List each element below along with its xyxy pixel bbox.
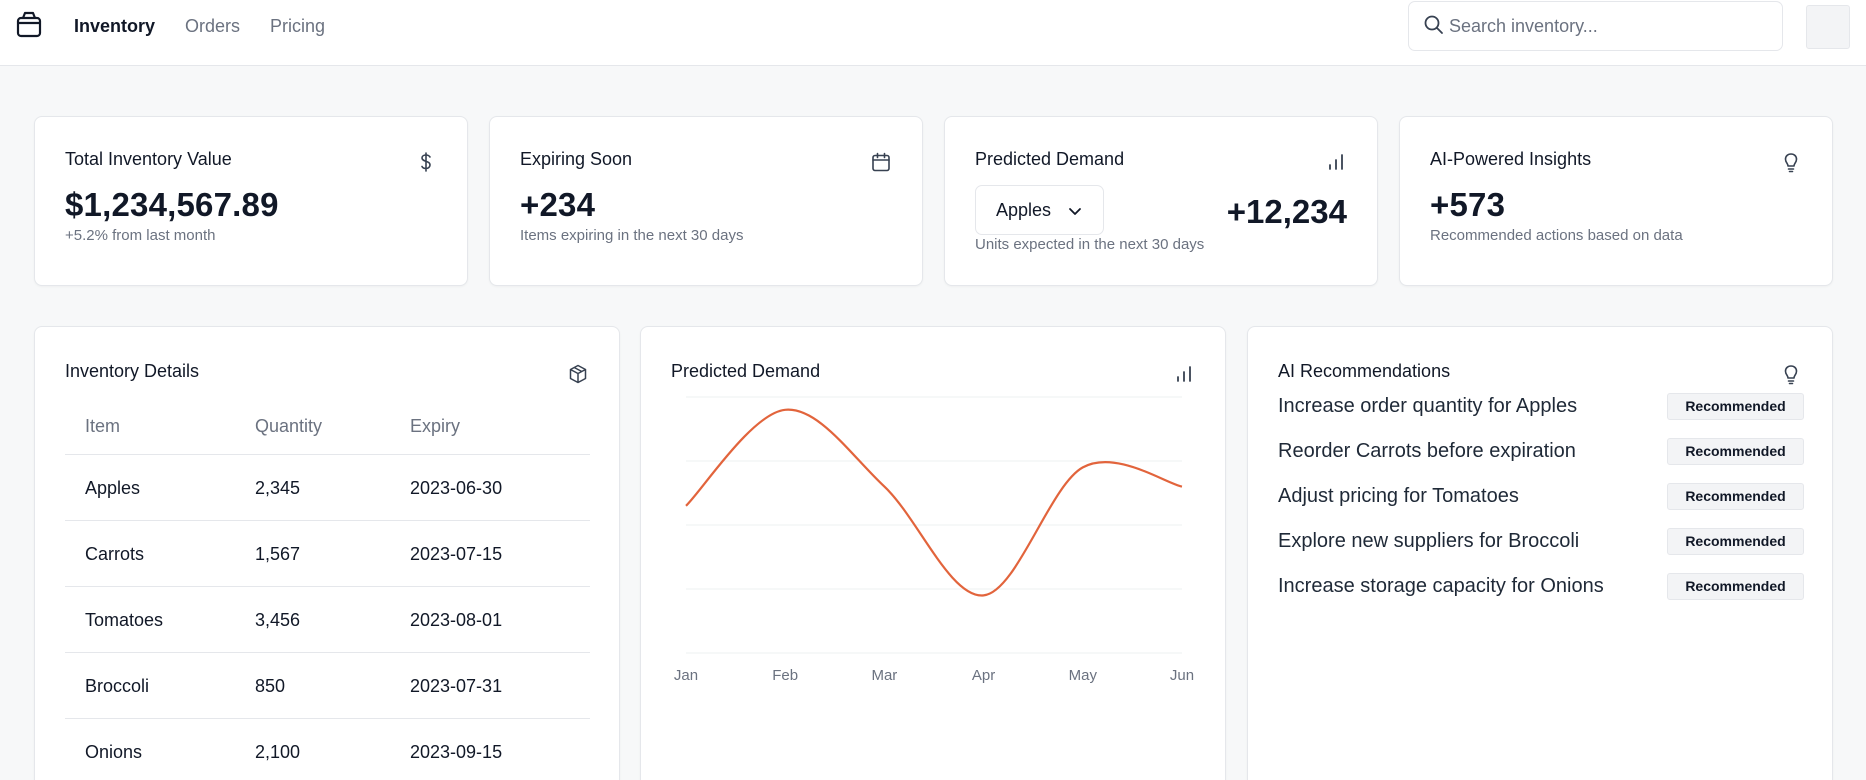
lightbulb-icon xyxy=(1784,365,1798,385)
table-row: Carrots 1,567 2023-07-15 xyxy=(65,521,590,587)
card-value: +234 xyxy=(520,186,596,223)
item-cell: Tomatoes xyxy=(85,610,164,630)
expiry-cell: 2023-07-31 xyxy=(410,676,503,696)
item-cell: Carrots xyxy=(85,544,145,564)
recommended-badge: Recommended xyxy=(1667,483,1804,510)
recommendation-text: Adjust pricing for Tomatoes xyxy=(1278,485,1519,507)
table-row: Tomatoes 3,456 2023-08-01 xyxy=(65,587,590,653)
x-tick-label: Jan xyxy=(674,667,698,684)
avatar[interactable] xyxy=(1806,5,1850,49)
recommended-badge: Recommended xyxy=(1667,438,1804,465)
calendar-icon xyxy=(872,152,890,172)
dollar-icon xyxy=(421,152,431,172)
card-title: AI-Powered Insights xyxy=(1430,149,1592,169)
card-value: $1,234,567.89 xyxy=(65,186,279,223)
recommended-badge: Recommended xyxy=(1667,393,1804,420)
item-cell: Apples xyxy=(85,478,141,498)
lightbulb-icon xyxy=(1784,153,1798,173)
recommended-badge: Recommended xyxy=(1667,528,1804,555)
predicted-demand-panel: Predicted Demand Jan Feb Mar Apr May Jun xyxy=(640,326,1226,780)
inventory-table: Item Quantity Expiry Apples 2,345 2023-0… xyxy=(65,397,590,780)
recommendation-text: Explore new suppliers for Broccoli xyxy=(1278,530,1580,552)
card-subtext: Recommended actions based on data xyxy=(1430,227,1683,244)
predicted-demand-card: Predicted Demand Apples +12,234 Units ex… xyxy=(944,116,1378,286)
top-nav: Inventory Orders Pricing xyxy=(0,0,1866,66)
table-header: Item Quantity Expiry xyxy=(65,397,590,455)
list-item: Adjust pricing for Tomatoes Recommended xyxy=(1278,483,1804,528)
search-box[interactable] xyxy=(1408,1,1783,51)
item-cell: Broccoli xyxy=(85,676,150,696)
recommendation-text: Increase order quantity for Apples xyxy=(1278,395,1578,417)
nav-inventory[interactable]: Inventory xyxy=(74,16,156,36)
card-title: Total Inventory Value xyxy=(65,149,232,169)
panel-title: AI Recommendations xyxy=(1278,361,1451,381)
nav-pricing[interactable]: Pricing xyxy=(270,16,326,36)
column-header-quantity: Quantity xyxy=(255,416,323,436)
column-header-item: Item xyxy=(85,416,121,436)
expiry-cell: 2023-08-01 xyxy=(410,610,503,630)
quantity-cell: 850 xyxy=(255,676,286,696)
main-nav: Inventory Orders Pricing xyxy=(74,12,325,40)
card-title: Predicted Demand xyxy=(975,149,1125,169)
quantity-cell: 1,567 xyxy=(255,544,301,564)
card-subtext: +5.2% from last month xyxy=(65,227,216,244)
x-tick-label: Jun xyxy=(1170,667,1194,684)
total-inventory-card: Total Inventory Value $1,234,567.89 +5.2… xyxy=(34,116,468,286)
package-icon[interactable] xyxy=(14,10,44,40)
bar-chart-icon xyxy=(1329,154,1343,170)
expiry-cell: 2023-07-15 xyxy=(410,544,503,564)
recommendation-list: Increase order quantity for Apples Recom… xyxy=(1278,393,1804,618)
box-icon xyxy=(569,364,587,384)
x-tick-label: Apr xyxy=(972,667,995,684)
chevron-down-icon xyxy=(1069,208,1081,215)
expiry-cell: 2023-06-30 xyxy=(410,478,503,498)
card-value: +573 xyxy=(1430,186,1506,223)
table-row: Broccoli 850 2023-07-31 xyxy=(65,653,590,719)
quantity-cell: 3,456 xyxy=(255,610,301,630)
inventory-details-panel: Inventory Details Item Quantity Expiry A… xyxy=(34,326,620,780)
nav-orders[interactable]: Orders xyxy=(185,16,241,36)
panel-title: Predicted Demand xyxy=(671,361,821,381)
x-tick-label: Feb xyxy=(772,667,798,684)
card-title: Expiring Soon xyxy=(520,149,633,169)
recommended-badge: Recommended xyxy=(1667,573,1804,600)
table-row: Onions 2,100 2023-09-15 xyxy=(65,719,590,780)
product-select-value: Apples xyxy=(996,200,1052,220)
table-row: Apples 2,345 2023-06-30 xyxy=(65,455,590,521)
x-tick-label: Mar xyxy=(871,667,897,684)
bar-chart-icon xyxy=(1177,366,1191,382)
list-item: Increase storage capacity for Onions Rec… xyxy=(1278,573,1804,618)
expiring-soon-card: Expiring Soon +234 Items expiring in the… xyxy=(489,116,923,286)
quantity-cell: 2,345 xyxy=(255,478,301,498)
product-select[interactable]: Apples xyxy=(975,185,1104,235)
search-input[interactable] xyxy=(1449,2,1769,50)
x-tick-label: May xyxy=(1069,667,1098,684)
recommendation-text: Reorder Carrots before expiration xyxy=(1278,440,1576,462)
ai-insights-card: AI-Powered Insights +573 Recommended act… xyxy=(1399,116,1833,286)
quantity-cell: 2,100 xyxy=(255,742,301,762)
list-item: Explore new suppliers for Broccoli Recom… xyxy=(1278,528,1804,573)
expiry-cell: 2023-09-15 xyxy=(410,742,503,762)
card-subtext: Items expiring in the next 30 days xyxy=(520,227,744,244)
column-header-expiry: Expiry xyxy=(410,416,461,436)
list-item: Increase order quantity for Apples Recom… xyxy=(1278,393,1804,438)
recommendation-text: Increase storage capacity for Onions xyxy=(1278,575,1604,597)
card-subtext: Units expected in the next 30 days xyxy=(975,236,1205,253)
card-value: +12,234 xyxy=(1226,193,1347,230)
item-cell: Onions xyxy=(85,742,143,762)
demand-line-chart: Jan Feb Mar Apr May Jun xyxy=(674,396,1194,684)
panel-title: Inventory Details xyxy=(65,361,200,381)
search-icon xyxy=(1424,15,1443,34)
demand-series-line xyxy=(685,408,1183,597)
ai-recommendations-panel: AI Recommendations Increase order quanti… xyxy=(1247,326,1833,780)
list-item: Reorder Carrots before expiration Recomm… xyxy=(1278,438,1804,483)
